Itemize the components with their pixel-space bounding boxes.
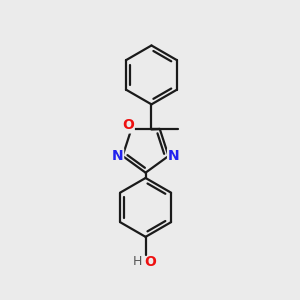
Text: O: O — [144, 255, 156, 269]
Text: N: N — [168, 149, 180, 163]
Text: N: N — [112, 149, 123, 163]
Text: O: O — [122, 118, 134, 133]
Text: H: H — [133, 255, 142, 268]
